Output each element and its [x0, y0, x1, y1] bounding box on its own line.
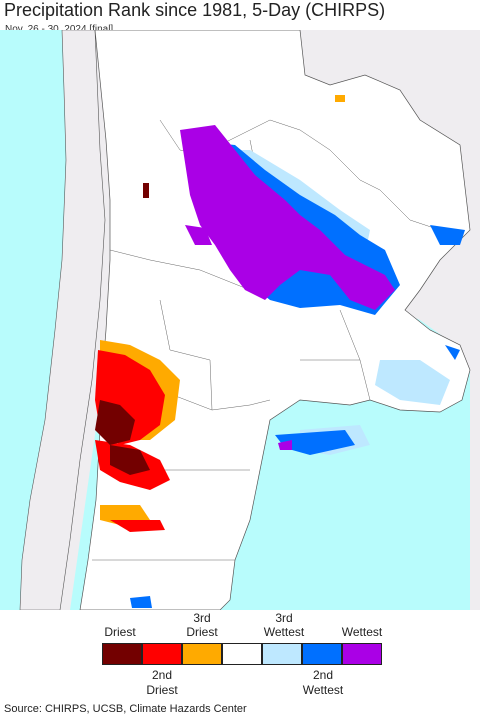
legend-label-driest: Driest: [104, 625, 136, 639]
legend-label-2nd-driest-line2: Driest: [146, 683, 178, 697]
legend-swatch-3rd-wettest: [262, 643, 302, 665]
legend-swatch-3rd-driest: [182, 643, 222, 665]
chile-strip: [19, 30, 106, 610]
legend-swatch-normal: [222, 643, 262, 665]
legend-label-2nd-wettest-line2: Wettest: [302, 683, 344, 697]
legend-swatch-2nd-wettest: [302, 643, 342, 665]
legend-label-3rd-driest-line2: Driest: [186, 625, 218, 639]
precipitation-rank-map: [0, 30, 480, 610]
legend-label-3rd-driest-line1: 3rd: [193, 611, 211, 625]
legend-swatch-2nd-driest: [142, 643, 182, 665]
legend-label-3rd-wettest-line1: 3rd: [275, 611, 293, 625]
wettest-areas: [180, 125, 395, 450]
legend-label-2nd-driest-line1: 2nd: [151, 668, 173, 682]
legend-label-2nd-wettest-line1: 2nd: [312, 668, 334, 682]
legend-label-3rd-wettest-line2: Wettest: [263, 625, 305, 639]
map-subtitle: Nov. 26 - 30, 2024 [final]: [5, 24, 114, 35]
legend-label-wettest: Wettest: [341, 625, 383, 639]
source-credit: Source: CHIRPS, UCSB, Climate Hazards Ce…: [4, 703, 247, 715]
legend-swatch-driest: [102, 643, 142, 665]
driest-areas: [95, 183, 150, 475]
legend-swatch-wettest: [342, 643, 382, 665]
map-title: Precipitation Rank since 1981, 5-Day (CH…: [4, 0, 386, 20]
